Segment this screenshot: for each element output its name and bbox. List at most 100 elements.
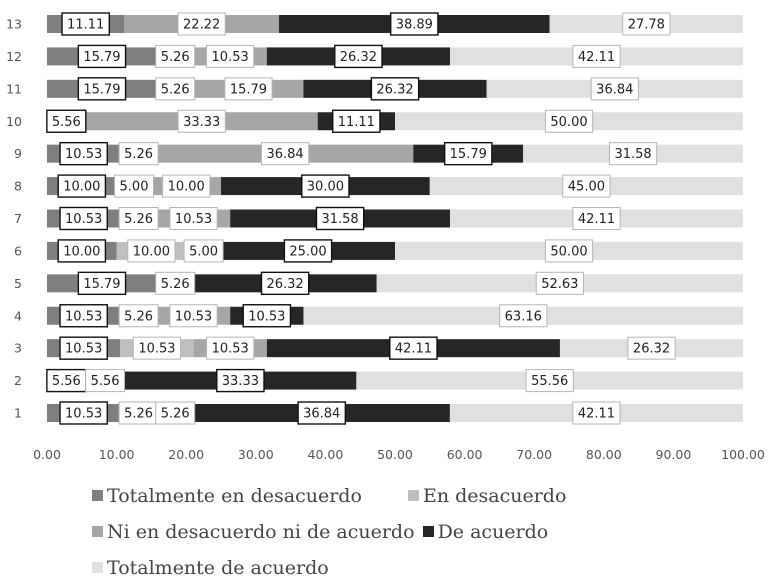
data-label: 15.79 (77, 271, 127, 296)
data-label-box (155, 271, 196, 295)
data-label-box (46, 109, 87, 133)
legend-label: Totalmente de acuerdo (107, 557, 329, 579)
data-label-text: 30.00 (307, 180, 344, 195)
data-label: 10.00 (162, 174, 211, 198)
data-label-box (118, 304, 159, 328)
data-label-text: 10.53 (138, 342, 175, 357)
data-label: 10.53 (169, 304, 218, 328)
data-label-box (59, 206, 108, 231)
data-label-box (260, 142, 310, 166)
y-tick-label: 11 (6, 81, 22, 96)
data-label-text: 26.32 (633, 342, 670, 357)
data-label-text: 50.00 (550, 244, 587, 259)
data-label-text: 15.79 (83, 82, 120, 97)
data-label-text: 10.53 (248, 309, 285, 324)
x-tick-label: 0.00 (33, 447, 61, 462)
data-label-box (315, 206, 365, 231)
legend-item: Totalmente en desacuerdo (92, 478, 362, 514)
data-label-text: 5.56 (52, 374, 81, 389)
data-label: 36.84 (590, 77, 639, 101)
data-label-text: 38.89 (396, 18, 433, 33)
data-label-box (59, 141, 108, 166)
y-tick-label: 8 (14, 179, 22, 194)
data-label: 11.11 (61, 12, 110, 36)
data-label-text: 5.26 (161, 82, 190, 97)
data-label-box (535, 271, 584, 295)
data-label: 52.63 (535, 271, 584, 295)
x-tick-label: 90.00 (656, 447, 692, 462)
data-label-box (206, 44, 255, 68)
data-label: 5.26 (118, 142, 159, 166)
data-label: 15.79 (77, 44, 127, 69)
data-label: 10.53 (132, 336, 182, 360)
data-label-text: 11.11 (338, 115, 375, 130)
data-label-box (301, 174, 350, 198)
data-label-text: 5.56 (52, 115, 81, 130)
data-label-text: 52.63 (541, 277, 578, 292)
y-tick-label: 6 (14, 243, 22, 258)
data-label-text: 10.53 (212, 50, 249, 65)
data-label: 33.33 (177, 109, 226, 133)
legend-item: En desacuerdo (407, 478, 567, 514)
y-tick-label: 10 (6, 114, 22, 129)
data-label: 5.56 (85, 369, 126, 393)
data-label-box (59, 401, 108, 425)
data-label: 26.32 (627, 336, 676, 360)
data-label-box (242, 304, 292, 328)
data-label-text: 31.58 (614, 147, 651, 162)
data-label-text: 36.84 (303, 407, 340, 422)
data-label-box (77, 77, 127, 101)
data-label-text: 42.11 (578, 407, 615, 422)
data-label-text: 50.00 (550, 115, 587, 130)
data-label-text: 10.53 (65, 212, 102, 227)
legend-label: En desacuerdo (422, 485, 567, 507)
data-label-text: 5.26 (124, 147, 153, 162)
y-tick-label: 12 (6, 49, 22, 64)
data-label: 42.11 (572, 207, 621, 230)
x-tick-label: 10.00 (99, 447, 135, 462)
data-label-text: 10.53 (65, 309, 102, 324)
data-label: 38.89 (390, 12, 439, 36)
data-label-box (572, 44, 621, 68)
data-label: 42.11 (572, 401, 621, 425)
data-label-box (118, 207, 159, 230)
data-label-box (370, 77, 420, 101)
data-label-box (59, 304, 108, 328)
data-label-text: 45.00 (568, 180, 605, 195)
data-label-text: 15.79 (83, 277, 120, 292)
data-label-box (114, 174, 154, 198)
data-label: 5.26 (155, 401, 196, 425)
data-label-text: 5.26 (124, 407, 153, 422)
data-label-box (443, 141, 493, 166)
data-label: 27.78 (622, 12, 671, 36)
data-label: 5.56 (46, 109, 87, 133)
legend-label: Ni en desacuerdo ni de acuerdo (107, 521, 415, 543)
data-label: 10.53 (206, 44, 255, 68)
data-label-text: 10.00 (63, 244, 100, 259)
data-label: 10.00 (57, 239, 107, 263)
legend-swatch (92, 562, 103, 573)
data-label: 15.79 (77, 77, 127, 101)
data-label-text: 10.00 (133, 244, 170, 259)
data-label-box (608, 142, 658, 166)
x-tick-label: 100.00 (721, 447, 765, 462)
data-label-box (389, 336, 438, 360)
data-label: 10.53 (59, 141, 108, 166)
y-tick-label: 3 (14, 341, 22, 356)
data-label: 42.11 (572, 44, 621, 68)
legend-item: De acuerdo (422, 514, 548, 550)
y-tick-label: 4 (14, 308, 22, 323)
data-label: 42.11 (389, 336, 438, 360)
data-label-box (127, 239, 176, 263)
x-tick-label: 60.00 (447, 447, 483, 462)
data-label-box (562, 174, 611, 198)
data-label: 5.26 (155, 77, 196, 101)
data-label: 5.56 (46, 368, 87, 393)
data-label-text: 10.53 (212, 342, 249, 357)
data-label: 33.33 (216, 368, 265, 393)
data-label: 10.53 (169, 207, 218, 230)
data-label: 5.00 (183, 239, 224, 263)
data-label: 5.00 (114, 174, 154, 198)
data-label: 5.26 (118, 304, 159, 328)
data-label-text: 10.00 (63, 180, 100, 195)
